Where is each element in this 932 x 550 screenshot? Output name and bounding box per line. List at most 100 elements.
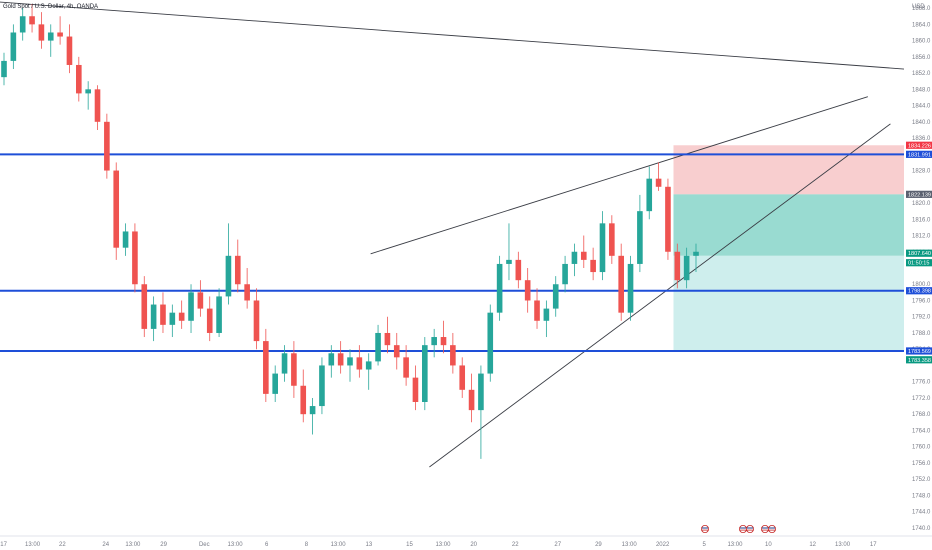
flag-stripe [702, 529, 708, 531]
candle-body [225, 255, 232, 297]
flag-us-icon[interactable] [768, 525, 777, 534]
candle-body [263, 341, 269, 394]
price-tick-label: 1816.0 [912, 217, 931, 223]
candle-body [10, 32, 17, 61]
candle-body [94, 89, 101, 122]
candle-body [375, 332, 381, 362]
flag-stripe [747, 527, 753, 529]
flag-us-icon[interactable] [701, 525, 710, 534]
candle-body [562, 263, 568, 285]
price-tag [906, 259, 932, 267]
candle-body [655, 178, 662, 187]
event-icons[interactable] [701, 525, 777, 534]
flag-us-icon[interactable] [746, 525, 755, 534]
candle-body [178, 312, 185, 321]
candles-layer [1, 4, 699, 459]
candle-body [487, 312, 494, 374]
price-tick-label: 1856.0 [912, 55, 931, 61]
trendline-1[interactable] [0, 1, 905, 70]
candle-body [309, 406, 316, 415]
candle-body [646, 178, 653, 212]
price-tick-label: 1836.0 [912, 136, 931, 142]
candle-body [440, 337, 447, 346]
price-tick-label: 1776.0 [912, 380, 931, 386]
candle-body [104, 121, 110, 171]
price-tick-label: 1820.0 [912, 201, 931, 207]
flag-us-icon[interactable] [761, 525, 770, 534]
candle-body [384, 332, 391, 346]
price-tick-label: 1800.0 [912, 282, 931, 288]
flag-us-icon[interactable] [739, 525, 748, 534]
candle-body [337, 353, 344, 366]
candle-body [66, 36, 73, 65]
time-tick-label: 13:00 [331, 542, 347, 548]
candle-body [580, 251, 587, 260]
candle-body [188, 292, 194, 321]
stop-loss-zone[interactable] [673, 145, 904, 195]
trendlines-layer[interactable] [0, 1, 905, 468]
candle-body [506, 259, 512, 264]
time-tick-label: 13:00 [228, 542, 244, 548]
candle-body [468, 389, 475, 411]
time-tick-label: 13 [365, 542, 372, 548]
price-tick-label: 1744.0 [912, 510, 931, 516]
candle-body [674, 251, 681, 281]
candle-body [356, 357, 363, 370]
price-tick-label: 1844.0 [912, 104, 931, 110]
candle-body [328, 353, 335, 366]
price-tick-label: 1788.0 [912, 331, 931, 337]
candle-body [197, 292, 204, 309]
time-tick-label: 17 [870, 542, 877, 548]
price-tick-label: 1748.0 [912, 493, 931, 499]
candle-body [637, 211, 643, 264]
take-profit-zone[interactable] [673, 255, 904, 351]
candle-body [412, 377, 419, 402]
candle-body [347, 357, 353, 366]
candle-body [150, 304, 157, 329]
time-tick-label: 17 [0, 542, 7, 548]
time-tick-label: 29 [595, 542, 602, 548]
candle-body [627, 263, 634, 313]
price-tag [906, 249, 932, 257]
candle-body [47, 32, 54, 41]
price-tag-label: 1783.569 [908, 349, 931, 355]
position-tool-layer[interactable] [673, 145, 904, 351]
price-tick-label: 1860.0 [912, 39, 931, 45]
candle-body [478, 373, 484, 411]
time-axis[interactable]: 17 13:00 22 24 13:00 29 Dec 13:00 6 8 13:00 13 15 13:… [0, 535, 932, 548]
price-tick-label: 1852.0 [912, 71, 931, 77]
price-axis[interactable]: USD 1868.0 1864.0 1860.0 1856.0 1852.0 1848.0… [904, 0, 932, 536]
trendline-3[interactable] [429, 123, 891, 468]
candle-body [431, 337, 437, 346]
candle-body [132, 231, 138, 285]
price-tick-label: 1868.0 [912, 6, 931, 12]
candle-body [76, 64, 82, 94]
flag-circle [701, 525, 710, 534]
time-tick-label: 10 [765, 542, 772, 548]
take-profit-zone-active[interactable] [673, 194, 904, 256]
candle-body [19, 16, 26, 33]
time-tick-label: Dec [199, 542, 210, 548]
candle-body [141, 284, 148, 329]
flag-circle [746, 525, 755, 534]
time-tick-label: 13:00 [835, 542, 851, 548]
time-tick-label: 20 [470, 542, 477, 548]
candle-body [403, 357, 409, 378]
price-axis-background [904, 0, 932, 536]
time-tick-label: 13:00 [727, 542, 743, 548]
flag-circle [739, 525, 748, 534]
candle-body [113, 170, 120, 248]
time-tick-label: 5 [703, 542, 707, 548]
candle-body [618, 255, 624, 313]
trendline-2[interactable] [370, 96, 868, 255]
candle-body [543, 308, 550, 321]
price-tag [906, 347, 932, 355]
flag-stripe [702, 527, 708, 529]
price-tick-label: 1768.0 [912, 412, 931, 418]
candle-body [253, 300, 260, 342]
candle-body [1, 60, 7, 78]
candle-body [216, 296, 222, 333]
time-tick-label: 13:00 [435, 542, 451, 548]
time-tick-label: 13:00 [25, 542, 41, 548]
